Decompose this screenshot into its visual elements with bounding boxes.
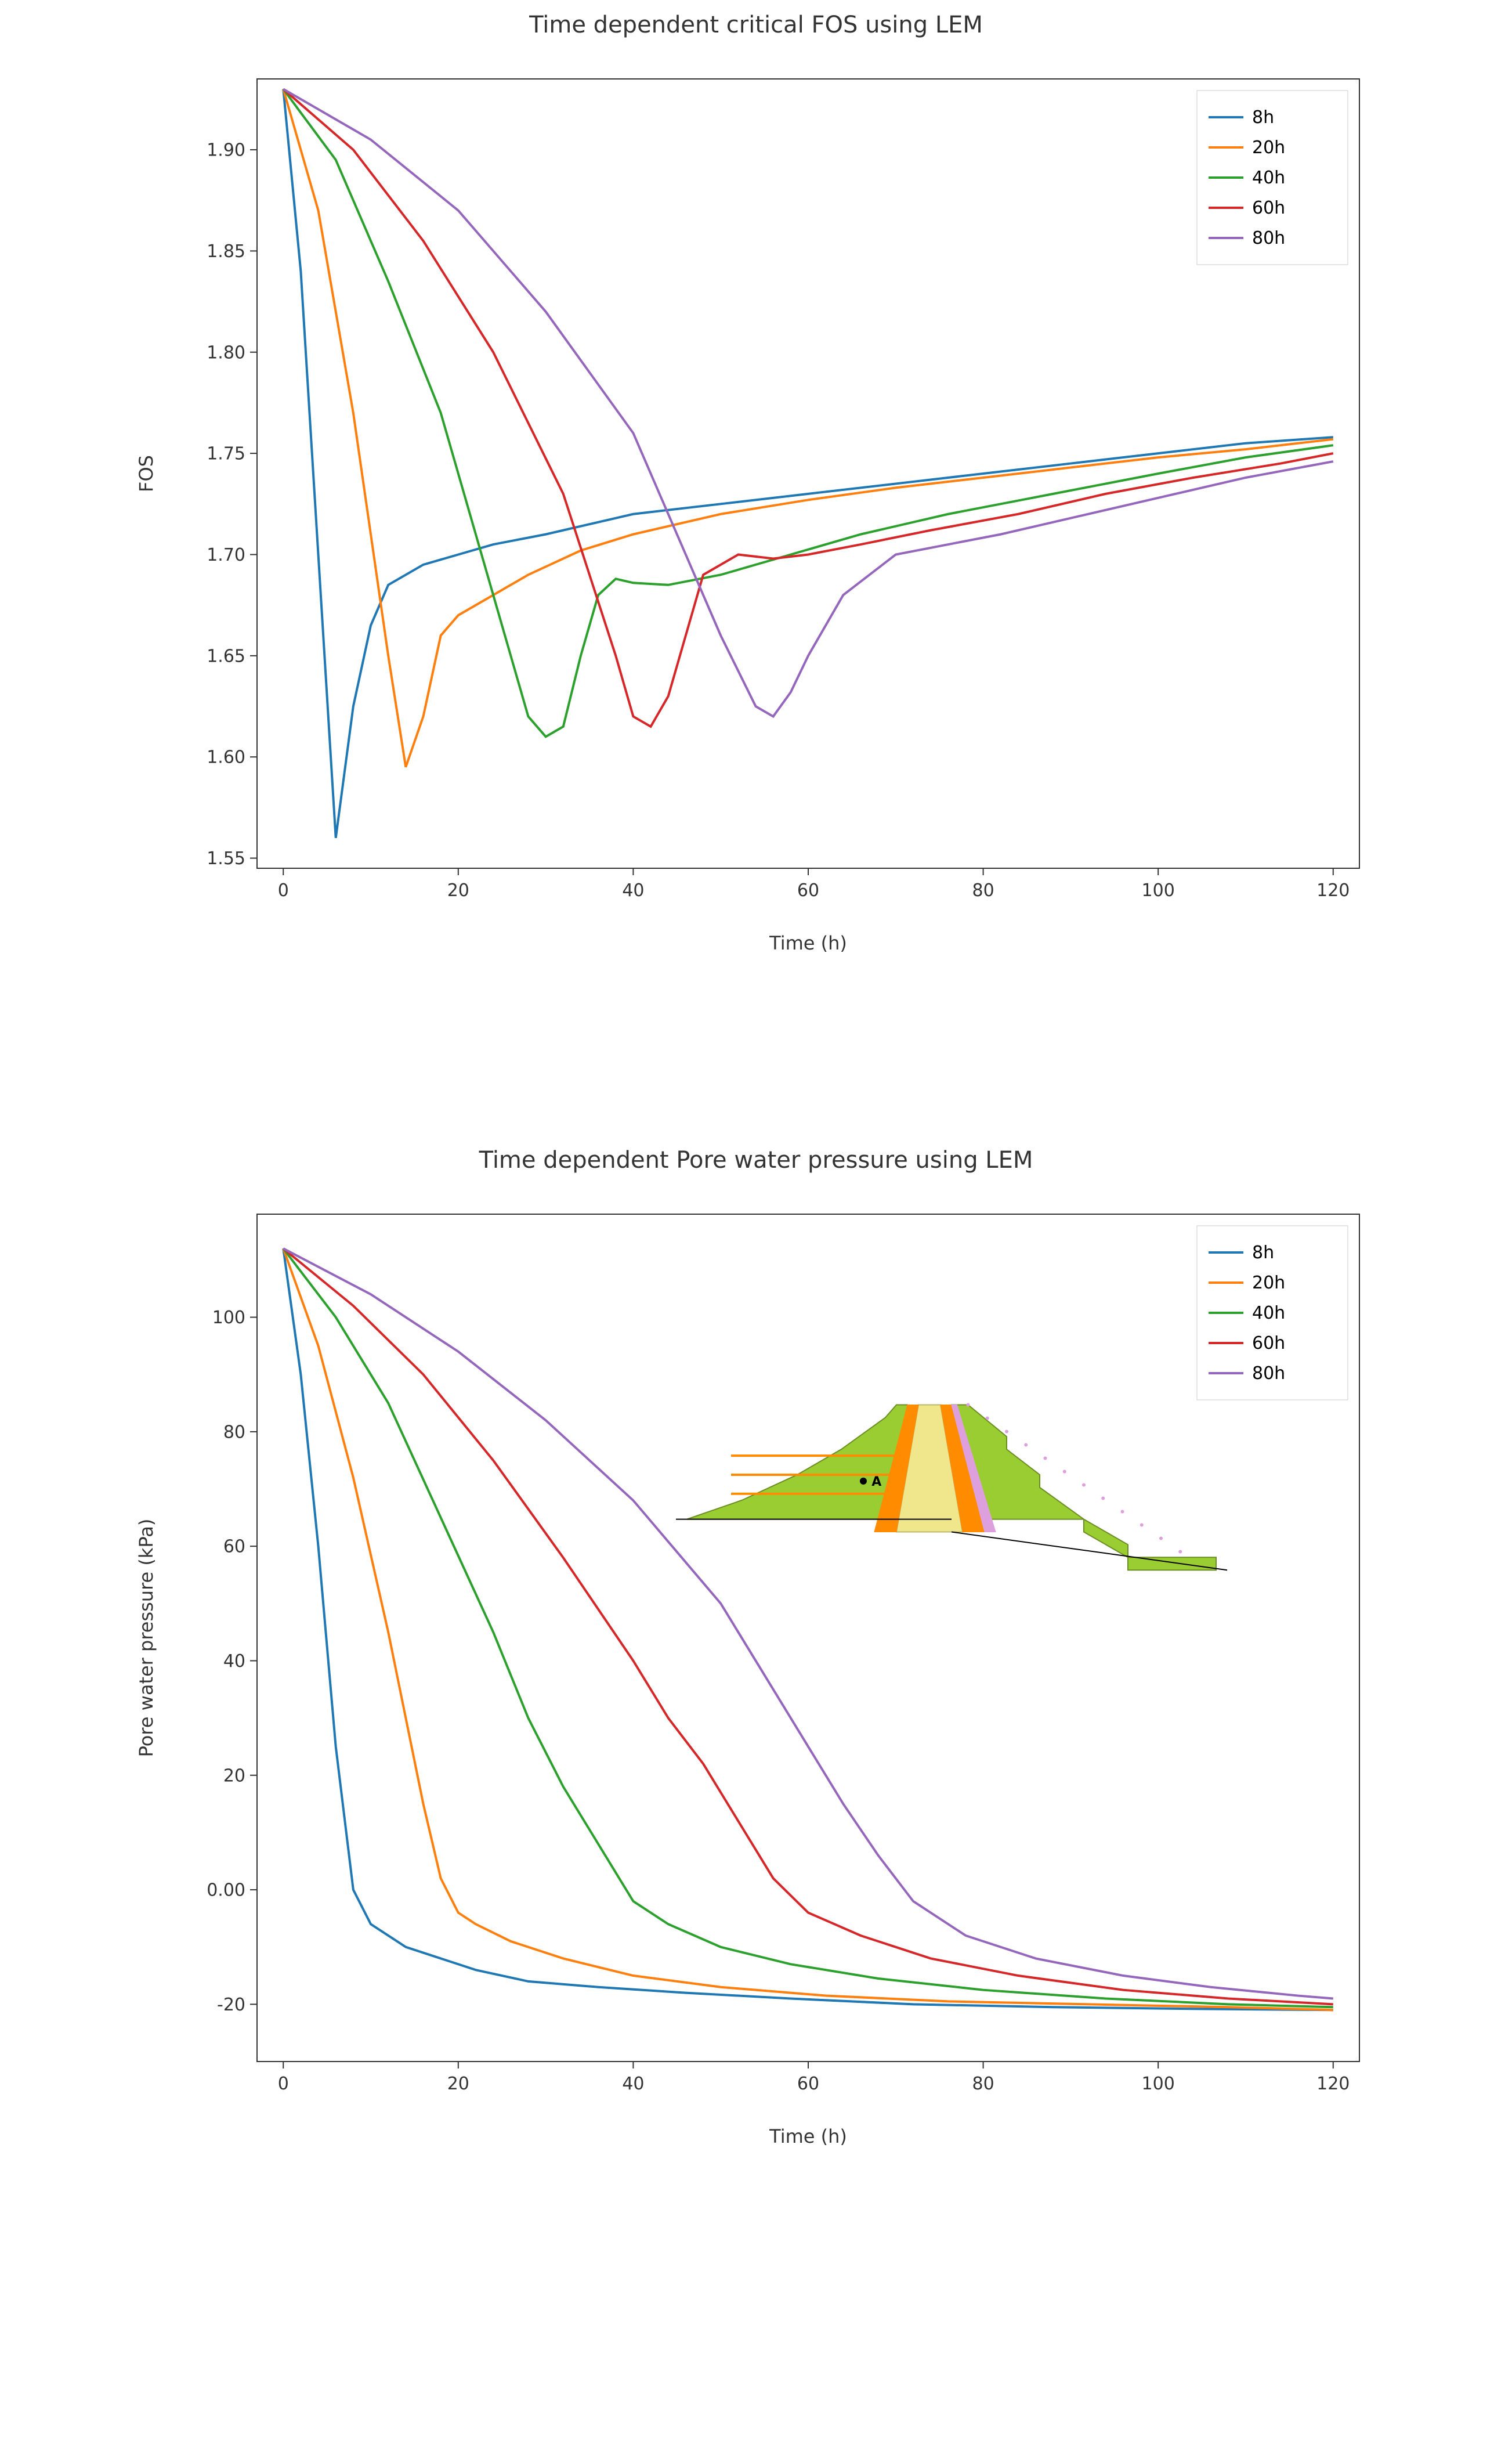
y-tick-label: 1.85 bbox=[207, 241, 245, 262]
dam-inset: A bbox=[676, 1403, 1227, 1571]
y-tick-label: 40 bbox=[223, 1651, 245, 1672]
legend-label: 20h bbox=[1252, 1273, 1285, 1293]
x-tick-label: 100 bbox=[1142, 2074, 1175, 2094]
legend: 8h 20h 40h 60h 80h bbox=[1197, 91, 1348, 265]
x-tick-label: 100 bbox=[1142, 880, 1175, 901]
x-tick-label: 0 bbox=[278, 880, 289, 901]
series-20h bbox=[283, 1248, 1333, 2010]
inset-point-label: A bbox=[871, 1475, 881, 1489]
series-8h bbox=[283, 89, 1333, 837]
y-tick-label: 1.80 bbox=[207, 342, 245, 363]
legend-label: 40h bbox=[1252, 1303, 1285, 1323]
x-tick-label: 80 bbox=[972, 2074, 994, 2094]
series-20h bbox=[283, 89, 1333, 767]
x-tick-label: 80 bbox=[972, 880, 994, 901]
legend-label: 60h bbox=[1252, 198, 1285, 218]
y-tick-label: 1.90 bbox=[207, 140, 245, 161]
y-tick-label: 20 bbox=[223, 1766, 245, 1786]
x-tick-label: 120 bbox=[1316, 2074, 1350, 2094]
x-tick-label: 20 bbox=[447, 880, 469, 901]
y-tick-label: 1.60 bbox=[207, 748, 245, 768]
y-tick-label: 100 bbox=[212, 1308, 245, 1328]
x-tick-label: 60 bbox=[797, 880, 819, 901]
legend-label: 40h bbox=[1252, 168, 1285, 188]
chart1-svg: 0 20 40 60 80 100 120 1.55 1.60 1.65 1.70 1.75 1.80 1… bbox=[118, 44, 1394, 973]
legend-label: 8h bbox=[1252, 1243, 1274, 1263]
y-tick-label: 0.00 bbox=[207, 1880, 245, 1901]
x-tick-label: 0 bbox=[278, 2074, 289, 2094]
x-axis-label: Time (h) bbox=[769, 2125, 847, 2147]
x-tick-label: 60 bbox=[797, 2074, 819, 2094]
y-tick-label: 1.75 bbox=[207, 444, 245, 464]
y-tick-label: 80 bbox=[223, 1422, 245, 1442]
y-tick-label: 1.55 bbox=[207, 849, 245, 869]
y-tick-label: -20 bbox=[217, 1995, 245, 2015]
y-axis-label: Pore water pressure (kPa) bbox=[135, 1519, 157, 1757]
x-tick-label: 40 bbox=[622, 880, 644, 901]
y-tick-label: 1.65 bbox=[207, 646, 245, 666]
chart2-svg: 0 20 40 60 80 100 120 -20 0.00 20 40 60 80 100 Time (h… bbox=[118, 1179, 1394, 2166]
y-tick-label: 60 bbox=[223, 1537, 245, 1557]
chart1-title: Time dependent critical FOS using LEM bbox=[118, 12, 1394, 38]
series-60h bbox=[283, 89, 1333, 726]
y-tick-label: 1.70 bbox=[207, 545, 245, 565]
series-40h bbox=[283, 1248, 1333, 2007]
legend-label: 60h bbox=[1252, 1333, 1285, 1353]
x-tick-label: 120 bbox=[1316, 880, 1350, 901]
legend-label: 80h bbox=[1252, 1363, 1285, 1384]
series-80h bbox=[283, 1248, 1333, 1998]
x-tick-label: 20 bbox=[447, 2074, 469, 2094]
legend-label: 20h bbox=[1252, 138, 1285, 158]
x-tick-label: 40 bbox=[622, 2074, 644, 2094]
chart1: Time dependent critical FOS using LEM 0 20… bbox=[118, 12, 1394, 973]
y-axis-label: FOS bbox=[135, 455, 157, 492]
x-axis-label: Time (h) bbox=[769, 932, 847, 954]
legend-label: 8h bbox=[1252, 107, 1274, 128]
series-8h bbox=[283, 1248, 1333, 2010]
series-60h bbox=[283, 1248, 1333, 2004]
chart2-title: Time dependent Pore water pressure using… bbox=[118, 1147, 1394, 1174]
legend-label: 80h bbox=[1252, 228, 1285, 248]
series-80h bbox=[283, 89, 1333, 716]
legend: 8h 20h 40h 60h 80h bbox=[1197, 1226, 1348, 1400]
chart2: Time dependent Pore water pressure using… bbox=[118, 1147, 1394, 2166]
